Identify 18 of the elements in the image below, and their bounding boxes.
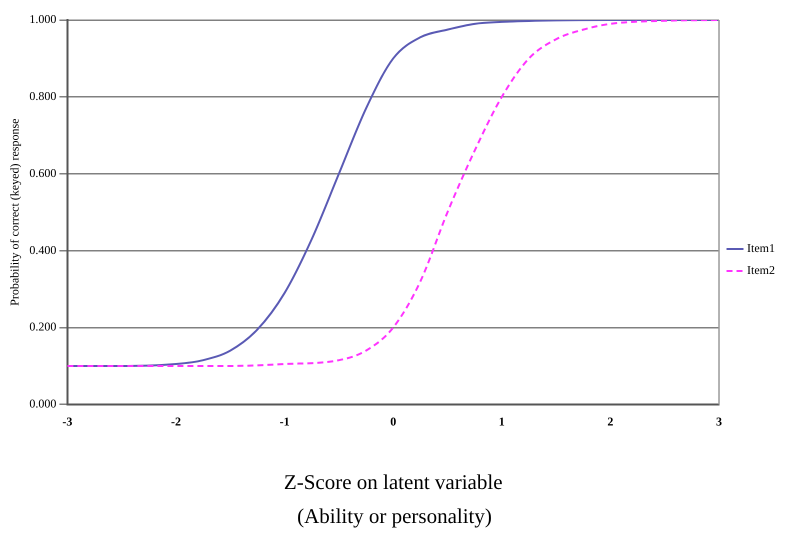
y-tick-label: 0.000 <box>29 396 56 411</box>
x-tick-label: -2 <box>171 414 181 429</box>
y-tick-label: 0.200 <box>29 320 56 334</box>
x-tick-label: 0 <box>390 414 396 429</box>
x-tick-label: 3 <box>716 414 722 429</box>
y-tick-label: 0.600 <box>29 166 56 180</box>
legend-label: Item1 <box>747 241 776 256</box>
y-axis-title: Probability of correct (keyed) response <box>7 118 22 306</box>
x-tick-label: 2 <box>607 414 614 429</box>
y-tick-label: 1.000 <box>29 12 56 26</box>
y-tick-label: 0.800 <box>29 89 56 104</box>
x-tick-label: -1 <box>280 414 290 429</box>
legend-label: Item2 <box>747 263 776 278</box>
y-tick-label: 0.400 <box>29 242 56 257</box>
text: (Ability or personality) <box>296 504 493 529</box>
x-tick-label: -3 <box>62 414 72 429</box>
x-tick-label: 1 <box>498 414 505 429</box>
x-axis-title: Z-Score on latent variable <box>284 470 503 494</box>
